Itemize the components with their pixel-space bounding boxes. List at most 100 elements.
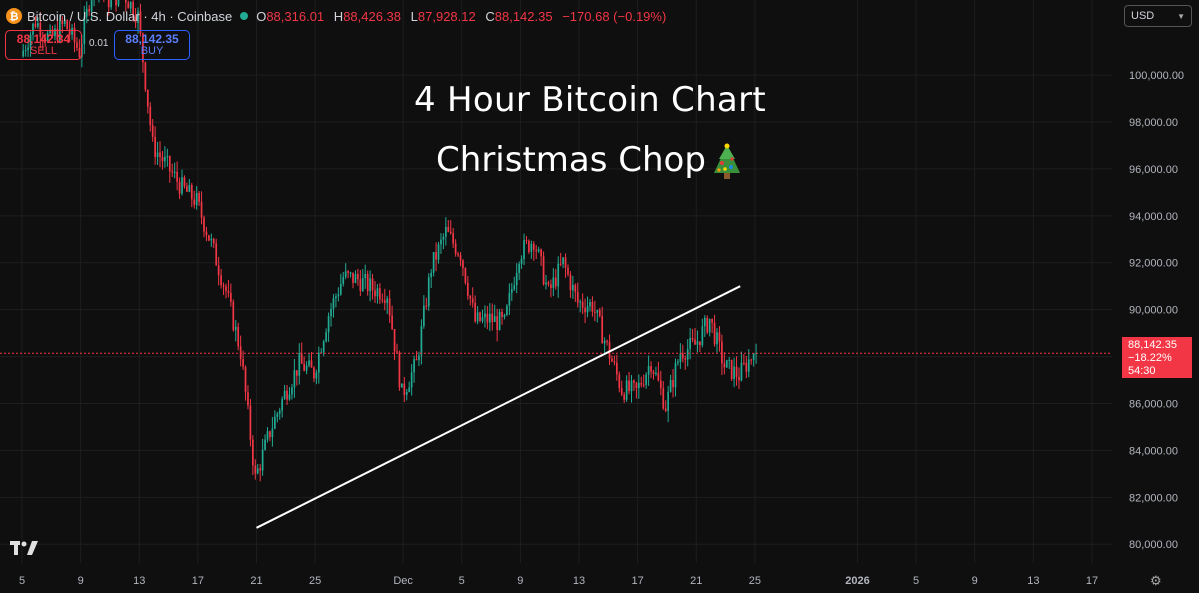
candle-body bbox=[684, 358, 687, 360]
candle-body bbox=[659, 380, 662, 389]
candle-body bbox=[115, 0, 117, 6]
y-tick-label: 86,000.00 bbox=[1129, 398, 1178, 410]
candle-body bbox=[625, 380, 628, 400]
candle-body bbox=[447, 226, 450, 232]
candle bbox=[347, 270, 349, 279]
chevron-down-icon: ▼ bbox=[1177, 11, 1185, 21]
candle-body bbox=[276, 413, 279, 417]
candle bbox=[210, 233, 213, 247]
candle-body bbox=[557, 263, 560, 287]
candle bbox=[513, 276, 516, 292]
candle-body bbox=[90, 0, 93, 12]
candle-body bbox=[337, 294, 340, 297]
candle-body bbox=[581, 301, 584, 308]
trendline[interactable] bbox=[256, 285, 741, 529]
candle-body bbox=[545, 282, 547, 285]
candle-body bbox=[640, 382, 643, 385]
x-tick-label: 9 bbox=[517, 575, 523, 587]
currency-select[interactable]: USD ▼ bbox=[1124, 5, 1192, 27]
candle bbox=[628, 371, 630, 395]
candle bbox=[752, 353, 755, 367]
gear-icon[interactable]: ⚙ bbox=[1150, 573, 1162, 588]
candle bbox=[322, 339, 325, 357]
candle-body bbox=[423, 305, 425, 327]
candle-body bbox=[303, 363, 306, 371]
candle-body bbox=[159, 152, 161, 157]
candle-body bbox=[711, 318, 713, 323]
candle-body bbox=[54, 28, 56, 37]
candle bbox=[437, 241, 440, 264]
candle-body bbox=[85, 8, 88, 17]
candle bbox=[401, 383, 403, 388]
candle bbox=[278, 407, 281, 420]
sell-button[interactable]: 88,142.34 SELL bbox=[5, 30, 82, 60]
candle bbox=[298, 343, 301, 385]
candle bbox=[276, 411, 279, 423]
candle bbox=[330, 302, 332, 327]
candle-body bbox=[469, 295, 472, 299]
symbol-label[interactable]: Bitcoin / U.S. Dollar · 4h · Coinbase bbox=[27, 8, 233, 24]
candle-body bbox=[371, 278, 374, 291]
candle-body bbox=[735, 366, 738, 377]
candle-body bbox=[420, 326, 423, 356]
candle bbox=[156, 141, 159, 165]
candle bbox=[144, 61, 147, 92]
candle-body bbox=[261, 449, 264, 471]
buy-button[interactable]: 88,142.35 BUY bbox=[114, 30, 190, 60]
candle-body bbox=[117, 0, 120, 6]
x-tick-label: 13 bbox=[133, 575, 145, 587]
candle bbox=[635, 381, 638, 399]
candle-body bbox=[425, 305, 428, 307]
candle-body bbox=[608, 341, 611, 359]
chart-legend: ₿ Bitcoin / U.S. Dollar · 4h · Coinbase … bbox=[6, 7, 672, 25]
candle-body bbox=[195, 193, 198, 206]
candle-body bbox=[652, 371, 655, 374]
candle-body bbox=[594, 311, 596, 313]
candle-body bbox=[615, 362, 618, 375]
candle bbox=[484, 305, 486, 328]
candle bbox=[684, 355, 687, 370]
time-axis[interactable]: 5 9 13 17 21 25 Dec 5 9 13 17 21 25 2026 5 9 13 17 bbox=[19, 575, 1098, 587]
christmas-tree-icon bbox=[713, 143, 740, 179]
candle-body bbox=[181, 177, 183, 194]
y-tick-label: 92,000.00 bbox=[1129, 258, 1178, 270]
candle bbox=[699, 341, 701, 352]
candle-body bbox=[230, 292, 232, 302]
candle-body bbox=[628, 380, 630, 392]
candle-body bbox=[479, 312, 481, 321]
candle-body bbox=[728, 359, 731, 361]
buy-price: 88,142.35 bbox=[125, 32, 179, 46]
candle bbox=[305, 361, 308, 375]
candle-body bbox=[198, 193, 200, 202]
candle bbox=[474, 295, 477, 324]
candle bbox=[261, 438, 264, 476]
candle bbox=[747, 349, 750, 378]
overlay-subtitle: Christmas Chop bbox=[0, 140, 1180, 181]
candle bbox=[488, 303, 491, 331]
candle-body bbox=[352, 272, 354, 283]
candle-body bbox=[379, 288, 381, 300]
candle-body bbox=[630, 380, 633, 392]
candle bbox=[242, 350, 244, 371]
candle bbox=[608, 334, 611, 366]
candle bbox=[54, 24, 56, 41]
candle-body bbox=[474, 302, 477, 322]
candle-body bbox=[63, 20, 66, 25]
tradingview-logo[interactable] bbox=[10, 541, 38, 555]
candle bbox=[537, 246, 540, 254]
candle bbox=[508, 283, 511, 316]
candle bbox=[342, 271, 345, 287]
candle bbox=[498, 308, 501, 331]
candle bbox=[525, 236, 528, 245]
candle-body bbox=[88, 8, 91, 12]
candle bbox=[107, 0, 110, 16]
candle bbox=[51, 25, 54, 38]
candle-body bbox=[37, 22, 39, 27]
candle-body bbox=[716, 332, 718, 345]
candle bbox=[220, 268, 222, 289]
candle bbox=[124, 0, 127, 12]
currency-value: USD bbox=[1131, 10, 1155, 22]
candle-body bbox=[662, 388, 665, 409]
candle bbox=[110, 0, 113, 10]
